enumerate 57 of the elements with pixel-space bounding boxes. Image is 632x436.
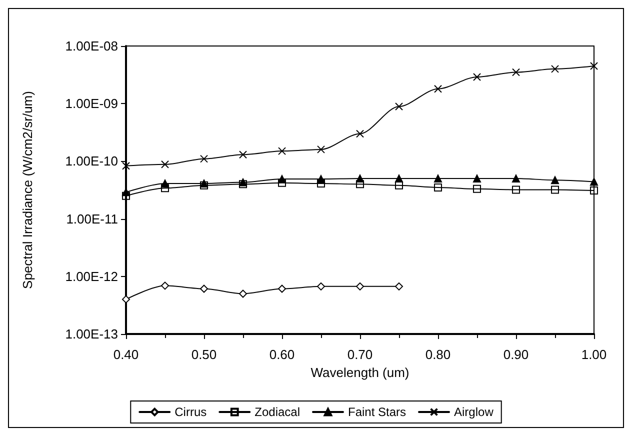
point (512, 174, 520, 183)
x-tick-label: 0.50 (191, 347, 217, 362)
point (356, 130, 364, 138)
x-axis-title: Wavelength (um) (310, 365, 410, 380)
point (551, 64, 559, 73)
point (317, 282, 325, 290)
x-tick-label: 0.90 (503, 347, 529, 362)
point (122, 162, 130, 170)
x-tick-label: 0.70 (347, 347, 373, 362)
point (122, 295, 130, 304)
point (278, 178, 286, 187)
y-tick-label: 1.00E-13 (65, 326, 118, 342)
point (239, 180, 247, 188)
point (200, 154, 208, 163)
point (239, 290, 247, 298)
point (434, 84, 442, 93)
y-axis-title: Spectral Irradiance (W/cm2/sr/um) (20, 91, 35, 289)
point (590, 186, 598, 194)
y-tick-label: 1.00E-11 (66, 211, 118, 226)
legend-label: Faint Stars (348, 405, 406, 419)
point (473, 72, 481, 81)
legend-label: Cirrus (174, 405, 207, 419)
point (161, 282, 169, 290)
x-tick-label: 0.60 (269, 347, 295, 362)
point (278, 147, 286, 156)
y-tick-label: 1.00E-10 (65, 154, 118, 169)
point (200, 284, 208, 293)
point (239, 150, 247, 159)
point (395, 181, 403, 190)
x-tick-label: 1.00 (581, 347, 607, 362)
point (395, 102, 403, 111)
y-tick-label: 1.00E-09 (65, 96, 118, 112)
point (122, 192, 130, 200)
point (434, 174, 442, 183)
point (395, 282, 403, 290)
point (473, 174, 481, 183)
x-tick-label: 0.80 (425, 347, 451, 362)
point (590, 178, 598, 186)
point (551, 186, 559, 194)
point (278, 284, 286, 293)
point (161, 184, 169, 192)
point (551, 176, 559, 184)
point (161, 160, 169, 168)
point (473, 184, 481, 193)
point (512, 186, 520, 194)
point (512, 68, 520, 76)
point (317, 180, 325, 188)
x-tick-label: 0.40 (113, 347, 139, 362)
legend-label: Airglow (454, 405, 494, 419)
point (356, 282, 364, 290)
point (434, 183, 442, 192)
y-tick-label: 1.00E-08 (65, 38, 118, 54)
legend-label: Zodiacal (254, 405, 300, 419)
point (317, 145, 325, 154)
point (356, 180, 364, 188)
y-tick-label: 1.00E-12 (65, 268, 118, 284)
point (590, 62, 598, 70)
